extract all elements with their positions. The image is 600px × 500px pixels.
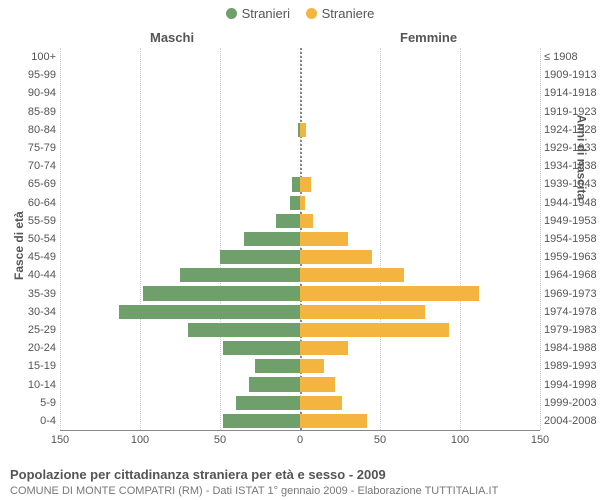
bar-female [300, 250, 372, 264]
y-left-label: 95-99 [28, 69, 56, 81]
bar-male [290, 196, 300, 210]
plot-area: 15010050050100150100+≤ 190895-991909-191… [60, 48, 540, 448]
bar-female [300, 123, 306, 137]
gridline [460, 48, 461, 430]
y-right-label: 2004-2008 [544, 415, 597, 427]
bar-male [220, 250, 300, 264]
y-left-label: 45-49 [28, 251, 56, 263]
y-right-label: ≤ 1908 [544, 51, 578, 63]
bar-male [276, 214, 300, 228]
y-left-label: 40-44 [28, 269, 56, 281]
x-tick-label: 100 [451, 434, 469, 446]
bar-female [300, 196, 305, 210]
y-left-label: 65-69 [28, 178, 56, 190]
gridline [220, 48, 221, 430]
y-left-label: 0-4 [40, 415, 56, 427]
legend-swatch-female [306, 8, 317, 19]
chart-subtitle: COMUNE DI MONTE COMPATRI (RM) - Dati IST… [10, 485, 498, 497]
x-tick-label: 50 [374, 434, 386, 446]
legend-item-male: Stranieri [226, 6, 290, 21]
bar-male [119, 305, 300, 319]
bar-female [300, 341, 348, 355]
y-axis-title-left: Fasce di età [12, 211, 26, 280]
y-left-label: 55-59 [28, 215, 56, 227]
y-right-label: 1979-1983 [544, 324, 597, 336]
x-axis-line [60, 430, 540, 431]
y-left-label: 90-94 [28, 87, 56, 99]
column-title-male: Maschi [150, 30, 194, 45]
y-left-label: 80-84 [28, 124, 56, 136]
y-left-label: 100+ [31, 51, 56, 63]
bar-female [300, 177, 311, 191]
y-right-label: 1994-1998 [544, 379, 597, 391]
y-right-label: 1954-1958 [544, 233, 597, 245]
y-left-label: 35-39 [28, 288, 56, 300]
bar-male [223, 341, 300, 355]
y-right-label: 1959-1963 [544, 251, 597, 263]
bar-female [300, 286, 479, 300]
legend-swatch-male [226, 8, 237, 19]
bar-female [300, 323, 449, 337]
y-left-label: 75-79 [28, 142, 56, 154]
bar-male [188, 323, 300, 337]
population-pyramid-chart: Stranieri Straniere Maschi Femmine Fasce… [0, 0, 600, 500]
gridline [140, 48, 141, 430]
gridline [60, 48, 61, 430]
y-right-label: 1934-1938 [544, 160, 597, 172]
bar-female [300, 268, 404, 282]
x-tick-label: 50 [214, 434, 226, 446]
column-title-female: Femmine [400, 30, 457, 45]
y-left-label: 30-34 [28, 306, 56, 318]
gridline [540, 48, 541, 430]
y-right-label: 1919-1923 [544, 106, 597, 118]
y-right-label: 1949-1953 [544, 215, 597, 227]
y-right-label: 1929-1933 [544, 142, 597, 154]
legend-label-female: Straniere [322, 6, 375, 21]
bar-male [223, 414, 300, 428]
bar-female [300, 396, 342, 410]
bar-female [300, 305, 425, 319]
legend-item-female: Straniere [306, 6, 375, 21]
bar-female [300, 359, 324, 373]
gridline [380, 48, 381, 430]
y-right-label: 1914-1918 [544, 87, 597, 99]
bar-male [249, 377, 300, 391]
y-left-label: 60-64 [28, 197, 56, 209]
bar-male [255, 359, 300, 373]
bar-male [236, 396, 300, 410]
y-left-label: 10-14 [28, 379, 56, 391]
y-right-label: 1989-1993 [544, 360, 597, 372]
chart-title: Popolazione per cittadinanza straniera p… [10, 467, 386, 482]
y-right-label: 1909-1913 [544, 69, 597, 81]
y-left-label: 70-74 [28, 160, 56, 172]
y-left-label: 85-89 [28, 106, 56, 118]
y-left-label: 15-19 [28, 360, 56, 372]
legend-label-male: Stranieri [242, 6, 290, 21]
y-right-label: 1969-1973 [544, 288, 597, 300]
y-left-label: 50-54 [28, 233, 56, 245]
y-right-label: 1974-1978 [544, 306, 597, 318]
y-left-label: 20-24 [28, 342, 56, 354]
y-right-label: 1964-1968 [544, 269, 597, 281]
bar-male [143, 286, 300, 300]
bar-male [180, 268, 300, 282]
y-right-label: 1939-1943 [544, 178, 597, 190]
x-tick-label: 150 [531, 434, 549, 446]
y-left-label: 5-9 [40, 397, 56, 409]
y-left-label: 25-29 [28, 324, 56, 336]
bar-male [292, 177, 300, 191]
bar-male [244, 232, 300, 246]
x-tick-label: 0 [297, 434, 303, 446]
x-tick-label: 150 [51, 434, 69, 446]
legend: Stranieri Straniere [0, 6, 600, 22]
bar-female [300, 414, 367, 428]
x-tick-label: 100 [131, 434, 149, 446]
y-right-label: 1984-1988 [544, 342, 597, 354]
bar-female [300, 214, 313, 228]
y-right-label: 1944-1948 [544, 197, 597, 209]
bar-female [300, 232, 348, 246]
bar-female [300, 377, 335, 391]
y-right-label: 1999-2003 [544, 397, 597, 409]
y-right-label: 1924-1928 [544, 124, 597, 136]
